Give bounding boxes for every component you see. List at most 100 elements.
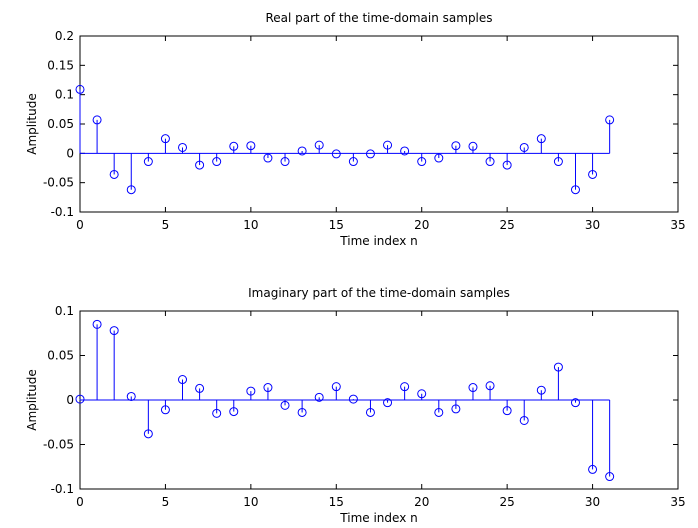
imag-marker-11 [263, 383, 273, 393]
real-marker-9 [229, 141, 239, 151]
imag-marker-7 [195, 383, 205, 393]
real-marker-16 [348, 157, 358, 167]
real-part-chart: Real part of the time-domain samples Time… [25, 11, 686, 248]
imag-marker-29 [570, 398, 580, 408]
real-axes-frame [79, 35, 679, 213]
imag-marker-20 [417, 389, 427, 399]
imag-marker-10 [246, 386, 256, 396]
imag-marker-1 [92, 319, 102, 329]
imag-marker-18 [383, 398, 393, 408]
real-marker-24 [485, 157, 495, 167]
real-marker-18 [383, 140, 393, 150]
real-marker-13 [297, 146, 307, 156]
imag-marker-19 [400, 382, 410, 392]
imag-x-tick-label: 0 [76, 495, 84, 509]
real-y-tick-label: 0.05 [47, 117, 74, 131]
real-marker-14 [314, 140, 324, 150]
real-y-tick-label: 0.15 [47, 58, 74, 72]
real-marker-0 [75, 84, 85, 94]
real-marker-11 [263, 153, 273, 163]
real-marker-31 [605, 115, 615, 125]
imag-marker-22 [451, 404, 461, 414]
real-marker-6 [178, 142, 188, 152]
imag-x-tick-label: 30 [585, 495, 600, 509]
real-marker-5 [160, 134, 170, 144]
imag-marker-6 [178, 375, 188, 385]
real-marker-22 [451, 141, 461, 151]
real-x-tick-label: 30 [585, 218, 600, 232]
imag-y-tick-label: -0.05 [43, 438, 74, 452]
real-x-tick-label: 5 [162, 218, 170, 232]
real-x-tick-label: 10 [243, 218, 258, 232]
imag-marker-26 [519, 415, 529, 425]
real-y-tick-label: 0 [66, 146, 74, 160]
imag-marker-4 [143, 429, 153, 439]
real-marker-21 [434, 153, 444, 163]
imag-x-tick-label: 10 [243, 495, 258, 509]
imag-marker-24 [485, 381, 495, 391]
real-marker-30 [588, 169, 598, 179]
real-marker-15 [331, 149, 341, 159]
imag-marker-30 [588, 464, 598, 474]
real-y-tick-label: -0.05 [43, 176, 74, 190]
real-marker-10 [246, 141, 256, 151]
real-x-tick-label: 0 [76, 218, 84, 232]
real-chart-title: Real part of the time-domain samples [265, 11, 492, 25]
imag-marker-31 [605, 472, 615, 482]
real-y-axis-label: Amplitude [25, 93, 39, 155]
real-marker-2 [109, 169, 119, 179]
real-marker-23 [468, 141, 478, 151]
imag-marker-28 [553, 362, 563, 372]
real-marker-26 [519, 142, 529, 152]
real-marker-4 [143, 157, 153, 167]
real-marker-12 [280, 157, 290, 167]
real-x-tick-label: 15 [329, 218, 344, 232]
real-marker-17 [365, 149, 375, 159]
imag-marker-12 [280, 400, 290, 410]
imag-marker-3 [126, 391, 136, 401]
imag-marker-21 [434, 407, 444, 417]
imag-x-tick-label: 15 [329, 495, 344, 509]
imag-marker-0 [75, 394, 85, 404]
imag-marker-17 [365, 407, 375, 417]
imag-y-tick-label: 0.1 [55, 304, 74, 318]
imag-x-tick-label: 25 [500, 495, 515, 509]
imag-marker-25 [502, 406, 512, 416]
imag-marker-27 [536, 385, 546, 395]
imag-marker-13 [297, 407, 307, 417]
real-y-tick-label: 0.2 [55, 29, 74, 43]
real-marker-7 [195, 160, 205, 170]
real-x-tick-label: 25 [500, 218, 515, 232]
real-marker-3 [126, 185, 136, 195]
real-marker-1 [92, 115, 102, 125]
imag-x-tick-label: 5 [162, 495, 170, 509]
real-x-tick-label: 35 [670, 218, 685, 232]
real-marker-29 [570, 185, 580, 195]
imag-marker-9 [229, 407, 239, 417]
imag-y-tick-label: 0.05 [47, 349, 74, 363]
imag-chart-title: Imaginary part of the time-domain sample… [248, 286, 510, 300]
imag-x-tick-label: 20 [414, 495, 429, 509]
real-x-axis-label: Time index n [339, 234, 417, 248]
imaginary-part-chart: Imaginary part of the time-domain sample… [25, 286, 686, 525]
real-y-tick-label: -0.1 [51, 205, 74, 219]
real-x-tick-label: 20 [414, 218, 429, 232]
imag-x-axis-label: Time index n [339, 511, 417, 525]
imag-marker-16 [348, 394, 358, 404]
real-marker-19 [400, 146, 410, 156]
real-y-tick-label: 0.1 [55, 88, 74, 102]
imag-y-tick-label: 0 [66, 393, 74, 407]
imag-y-axis-label: Amplitude [25, 369, 39, 431]
imag-marker-23 [468, 383, 478, 393]
imag-marker-8 [212, 408, 222, 418]
real-marker-25 [502, 160, 512, 170]
real-marker-28 [553, 157, 563, 167]
real-marker-20 [417, 157, 427, 167]
imag-marker-2 [109, 326, 119, 336]
imag-marker-5 [160, 405, 170, 415]
imag-x-tick-label: 35 [670, 495, 685, 509]
real-marker-27 [536, 134, 546, 144]
imag-marker-15 [331, 382, 341, 392]
imag-y-tick-label: -0.1 [51, 482, 74, 496]
